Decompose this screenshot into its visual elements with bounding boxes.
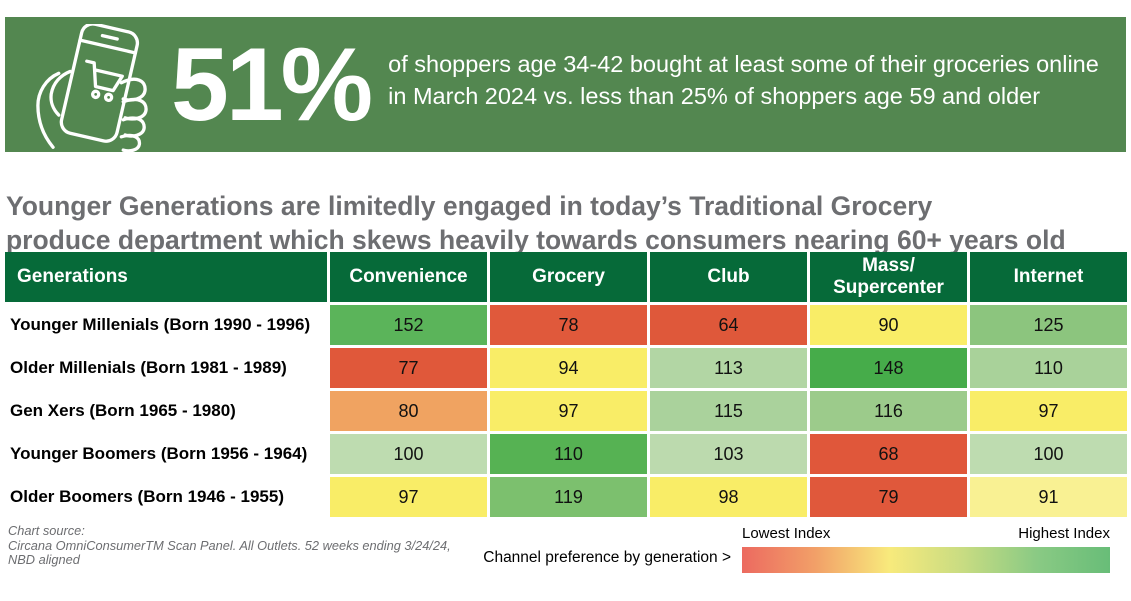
generation-channel-heatmap: Generations Convenience Grocery Club Mas… — [5, 252, 1127, 517]
heatmap-cell: 113 — [650, 348, 807, 388]
column-header-internet: Internet — [970, 252, 1127, 302]
page-title-line1: Younger Generations are limitedly engage… — [6, 190, 933, 221]
heatmap-cell: 79 — [810, 477, 967, 517]
row-label-older-millenials: Older Millenials (Born 1981 - 1989) — [5, 348, 327, 388]
heatmap-cell: 119 — [490, 477, 647, 517]
heatmap-cell: 110 — [970, 348, 1127, 388]
heatmap-cell: 97 — [330, 477, 487, 517]
heatmap-cell: 91 — [970, 477, 1127, 517]
column-header-grocery: Grocery — [490, 252, 647, 302]
heatmap-cell: 97 — [970, 391, 1127, 431]
hand-holding-phone-shopping-icon — [21, 23, 161, 152]
column-header-club: Club — [650, 252, 807, 302]
heatmap-cell: 77 — [330, 348, 487, 388]
row-label-older-boomers: Older Boomers (Born 1946 - 1955) — [5, 477, 327, 517]
heatmap-cell: 116 — [810, 391, 967, 431]
heatmap-cell: 100 — [970, 434, 1127, 474]
stat-value: 51% — [171, 26, 373, 143]
heatmap-cell: 97 — [490, 391, 647, 431]
heatmap-cell: 90 — [810, 305, 967, 345]
heatmap-cell: 103 — [650, 434, 807, 474]
page-title-line2: produce department which skews heavily t… — [6, 225, 1066, 256]
heatmap-cell: 94 — [490, 348, 647, 388]
chart-source-line1: Circana OmniConsumerTM Scan Panel. All O… — [8, 537, 451, 553]
stat-banner: 51% of shoppers age 34-42 bought at leas… — [5, 17, 1126, 152]
heatmap-cell: 115 — [650, 391, 807, 431]
row-label-younger-boomers: Younger Boomers (Born 1956 - 1964) — [5, 434, 327, 474]
heatmap-cell: 110 — [490, 434, 647, 474]
heatmap-cell: 152 — [330, 305, 487, 345]
chart-source-label: Chart source: — [8, 523, 85, 538]
heatmap-cell: 64 — [650, 305, 807, 345]
stat-description-line1: of shoppers age 34-42 bought at least so… — [388, 51, 1099, 78]
column-header-generations: Generations — [5, 252, 327, 302]
heatmap-cell: 78 — [490, 305, 647, 345]
legend-highest-label: Highest Index — [1018, 525, 1110, 542]
heatmap-cell: 125 — [970, 305, 1127, 345]
page-title: Younger Generations are limitedly engage… — [6, 189, 1116, 258]
stat-description: of shoppers age 34-42 bought at least so… — [388, 49, 1099, 112]
heatmap-cell: 100 — [330, 434, 487, 474]
heatmap-cell: 148 — [810, 348, 967, 388]
stat-description-line2: in March 2024 vs. less than 25% of shopp… — [388, 82, 1041, 109]
row-label-younger-millenials: Younger Millenials (Born 1990 - 1996) — [5, 305, 327, 345]
chart-source-line2: NBD aligned — [8, 552, 80, 568]
channel-preference-label: Channel preference by generation > — [483, 549, 731, 566]
legend-gradient-bar — [742, 547, 1110, 573]
row-label-gen-xers: Gen Xers (Born 1965 - 1980) — [5, 391, 327, 431]
column-header-convenience: Convenience — [330, 252, 487, 302]
heatmap-cell: 80 — [330, 391, 487, 431]
column-header-mass-supercenter: Mass/ Supercenter — [810, 252, 967, 302]
chart-source: Chart source: Circana OmniConsumerTM Sca… — [8, 523, 451, 568]
index-legend: Lowest Index Highest Index — [742, 525, 1110, 573]
legend-lowest-label: Lowest Index — [742, 525, 831, 542]
heatmap-cell: 98 — [650, 477, 807, 517]
heatmap-cell: 68 — [810, 434, 967, 474]
